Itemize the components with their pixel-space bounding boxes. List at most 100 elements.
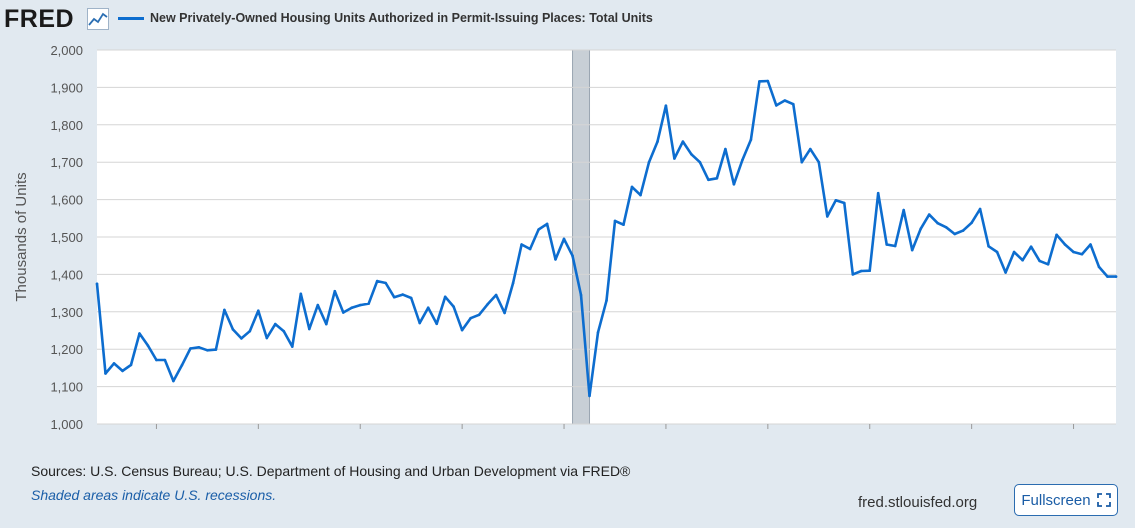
data-point <box>698 160 702 164</box>
fullscreen-button[interactable]: Fullscreen <box>1014 484 1118 516</box>
data-point <box>95 282 99 286</box>
data-point <box>554 258 557 261</box>
data-point <box>274 322 277 326</box>
data-point <box>180 364 184 367</box>
data-point <box>766 79 770 83</box>
y-tick-label: 1,500 <box>50 230 83 245</box>
data-point <box>893 244 897 248</box>
data-point <box>469 316 472 320</box>
data-point <box>358 303 362 307</box>
data-point <box>1106 275 1109 278</box>
data-point <box>325 322 328 326</box>
data-point <box>299 292 303 296</box>
data-point <box>511 281 515 285</box>
data-point <box>350 306 354 310</box>
data-point <box>375 279 379 283</box>
data-point <box>1097 265 1101 269</box>
y-tick-label: 1,400 <box>50 267 83 282</box>
recession-note: Shaded areas indicate U.S. recessions. <box>31 487 277 503</box>
data-point <box>809 147 812 151</box>
data-point <box>741 158 744 162</box>
data-point <box>579 293 583 297</box>
data-point <box>146 344 150 347</box>
data-point <box>953 232 956 236</box>
data-point <box>775 104 778 107</box>
data-point <box>384 281 388 285</box>
data-point <box>104 372 107 375</box>
data-point <box>876 191 880 195</box>
data-point <box>817 160 821 164</box>
data-point <box>664 104 668 107</box>
data-point <box>121 369 124 373</box>
data-point <box>223 308 226 312</box>
data-point <box>503 311 506 315</box>
data-point <box>885 243 888 246</box>
data-point <box>316 303 320 307</box>
data-point <box>758 80 761 83</box>
data-point <box>673 157 676 160</box>
data-point <box>443 295 447 299</box>
data-point <box>707 178 710 182</box>
data-point <box>961 229 965 232</box>
y-tick-label: 1,000 <box>50 417 83 430</box>
data-point <box>1080 252 1084 256</box>
data-point <box>978 207 982 211</box>
data-point <box>995 250 999 254</box>
data-point <box>1046 263 1050 266</box>
data-point <box>783 99 787 102</box>
data-point <box>927 213 931 216</box>
chart-header: FRED New Privately-Owned Housing Units A… <box>0 0 1135 40</box>
trend-chart-icon[interactable] <box>87 8 109 30</box>
data-point <box>163 358 167 362</box>
data-point <box>1055 233 1058 237</box>
data-point <box>630 185 634 189</box>
y-tick-label: 1,200 <box>50 342 83 357</box>
data-point <box>460 328 464 332</box>
data-point <box>715 177 719 180</box>
data-point <box>291 345 294 348</box>
data-point <box>333 289 337 293</box>
fred-logo[interactable]: FRED <box>4 5 75 33</box>
fullscreen-label: Fullscreen <box>1021 491 1091 509</box>
y-tick-label: 1,800 <box>50 118 83 133</box>
data-point <box>520 243 523 246</box>
data-point <box>936 221 939 225</box>
data-point <box>622 223 625 226</box>
data-point <box>1114 275 1118 278</box>
data-point <box>426 306 430 310</box>
legend-label[interactable]: New Privately-Owned Housing Units Author… <box>150 11 653 25</box>
data-point <box>596 331 600 334</box>
data-point <box>172 379 175 383</box>
data-point <box>1004 271 1007 274</box>
data-point <box>418 321 422 325</box>
data-point <box>392 295 396 299</box>
y-tick-label: 1,700 <box>50 155 83 170</box>
data-point <box>588 394 591 398</box>
data-point <box>843 201 846 205</box>
data-point <box>1072 250 1075 254</box>
data-point <box>409 296 413 300</box>
site-url[interactable]: fred.stlouisfed.org <box>858 494 978 511</box>
data-point <box>792 102 795 106</box>
data-point <box>562 237 566 241</box>
data-point <box>486 303 489 306</box>
data-point <box>690 153 693 156</box>
data-point <box>189 347 192 350</box>
y-tick-label: 2,000 <box>50 43 83 58</box>
data-point <box>1012 250 1016 254</box>
y-tick-label: 1,300 <box>50 305 83 320</box>
data-point <box>613 219 617 223</box>
data-point <box>944 226 948 229</box>
data-point <box>868 269 871 273</box>
data-point <box>282 329 286 333</box>
data-point <box>834 199 838 202</box>
data-point <box>826 215 829 218</box>
expand-icon <box>1096 493 1111 507</box>
data-point <box>435 322 439 326</box>
data-point <box>452 305 455 308</box>
data-point <box>910 248 914 252</box>
data-point <box>308 327 311 331</box>
data-point <box>1029 245 1033 248</box>
data-point <box>528 247 532 251</box>
data-point <box>1089 243 1092 246</box>
